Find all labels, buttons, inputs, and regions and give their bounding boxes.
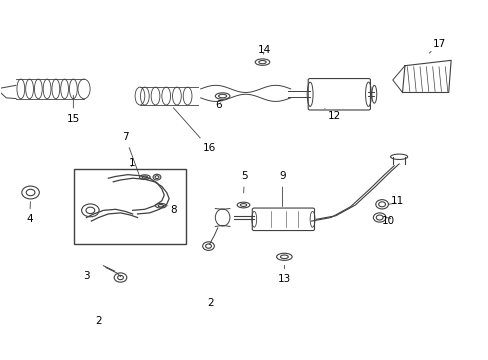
Text: 17: 17 — [428, 39, 445, 53]
Text: 7: 7 — [122, 132, 139, 175]
Bar — [74, 169, 186, 244]
Text: 2: 2 — [95, 316, 102, 326]
Text: 9: 9 — [279, 171, 285, 207]
Text: 15: 15 — [66, 95, 80, 123]
Text: 4: 4 — [26, 202, 33, 224]
Text: 6: 6 — [215, 100, 222, 110]
Text: 3: 3 — [83, 271, 90, 282]
Text: 1: 1 — [128, 158, 135, 168]
Text: 5: 5 — [241, 171, 247, 193]
Text: 13: 13 — [277, 265, 290, 284]
Polygon shape — [402, 60, 450, 93]
Text: 10: 10 — [381, 216, 394, 226]
Text: 2: 2 — [207, 298, 213, 308]
Text: 11: 11 — [390, 197, 404, 206]
Text: 8: 8 — [167, 205, 177, 215]
Text: 12: 12 — [324, 109, 340, 121]
Text: 14: 14 — [258, 45, 271, 55]
Text: 16: 16 — [173, 108, 215, 153]
